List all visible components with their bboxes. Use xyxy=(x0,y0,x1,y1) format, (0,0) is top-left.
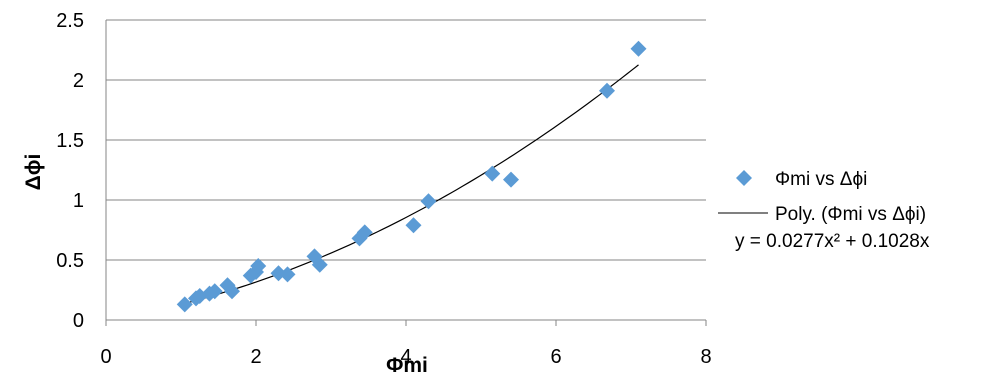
y-tick-label: 1 xyxy=(73,190,84,212)
legend: Φmi vs Δϕi Poly. (Φmi vs Δϕi) y = 0.0277… xyxy=(718,169,930,252)
y-tick-label: 2 xyxy=(73,70,84,92)
data-point xyxy=(279,266,296,283)
data-point xyxy=(250,258,267,274)
data-point xyxy=(405,217,422,234)
data-point xyxy=(176,296,193,313)
gridlines xyxy=(106,19,706,261)
data-point xyxy=(206,283,223,300)
data-point xyxy=(420,193,437,210)
x-tick-label: 2 xyxy=(250,346,261,368)
data-point xyxy=(311,256,328,273)
trendline-equation: y = 0.0277x² + 0.1028x xyxy=(735,231,930,252)
y-tick-label: 0 xyxy=(73,310,84,332)
x-tick-label: 0 xyxy=(100,346,111,368)
x-tick-label: 4 xyxy=(400,346,411,368)
legend-entry-scatter: Φmi vs Δϕi xyxy=(775,169,867,190)
x-tick-label: 6 xyxy=(550,346,561,368)
legend-marker-diamond xyxy=(736,170,752,186)
legend-entry-trendline: Poly. (Φmi vs Δϕi) xyxy=(775,204,926,225)
data-point xyxy=(356,224,373,241)
y-tick-label: 2.5 xyxy=(56,10,84,32)
data-point xyxy=(224,283,240,300)
y-tick-label: 1.5 xyxy=(56,130,84,152)
x-tick-label: 8 xyxy=(700,346,711,368)
data-point xyxy=(503,171,519,188)
data-point xyxy=(599,82,615,99)
trendline-layer xyxy=(184,64,639,304)
y-axis-title: Δϕi xyxy=(22,154,45,191)
tick-labels: 0 0.5 1 1.5 2 2.5 0 2 4 6 8 xyxy=(56,10,711,368)
x-axis-title: Φmi xyxy=(386,354,428,377)
axes xyxy=(105,20,707,326)
data-point xyxy=(630,40,647,57)
data-point xyxy=(484,165,501,182)
trendline-curve xyxy=(184,64,639,304)
y-tick-label: 0.5 xyxy=(56,250,84,272)
data-points xyxy=(176,40,647,313)
